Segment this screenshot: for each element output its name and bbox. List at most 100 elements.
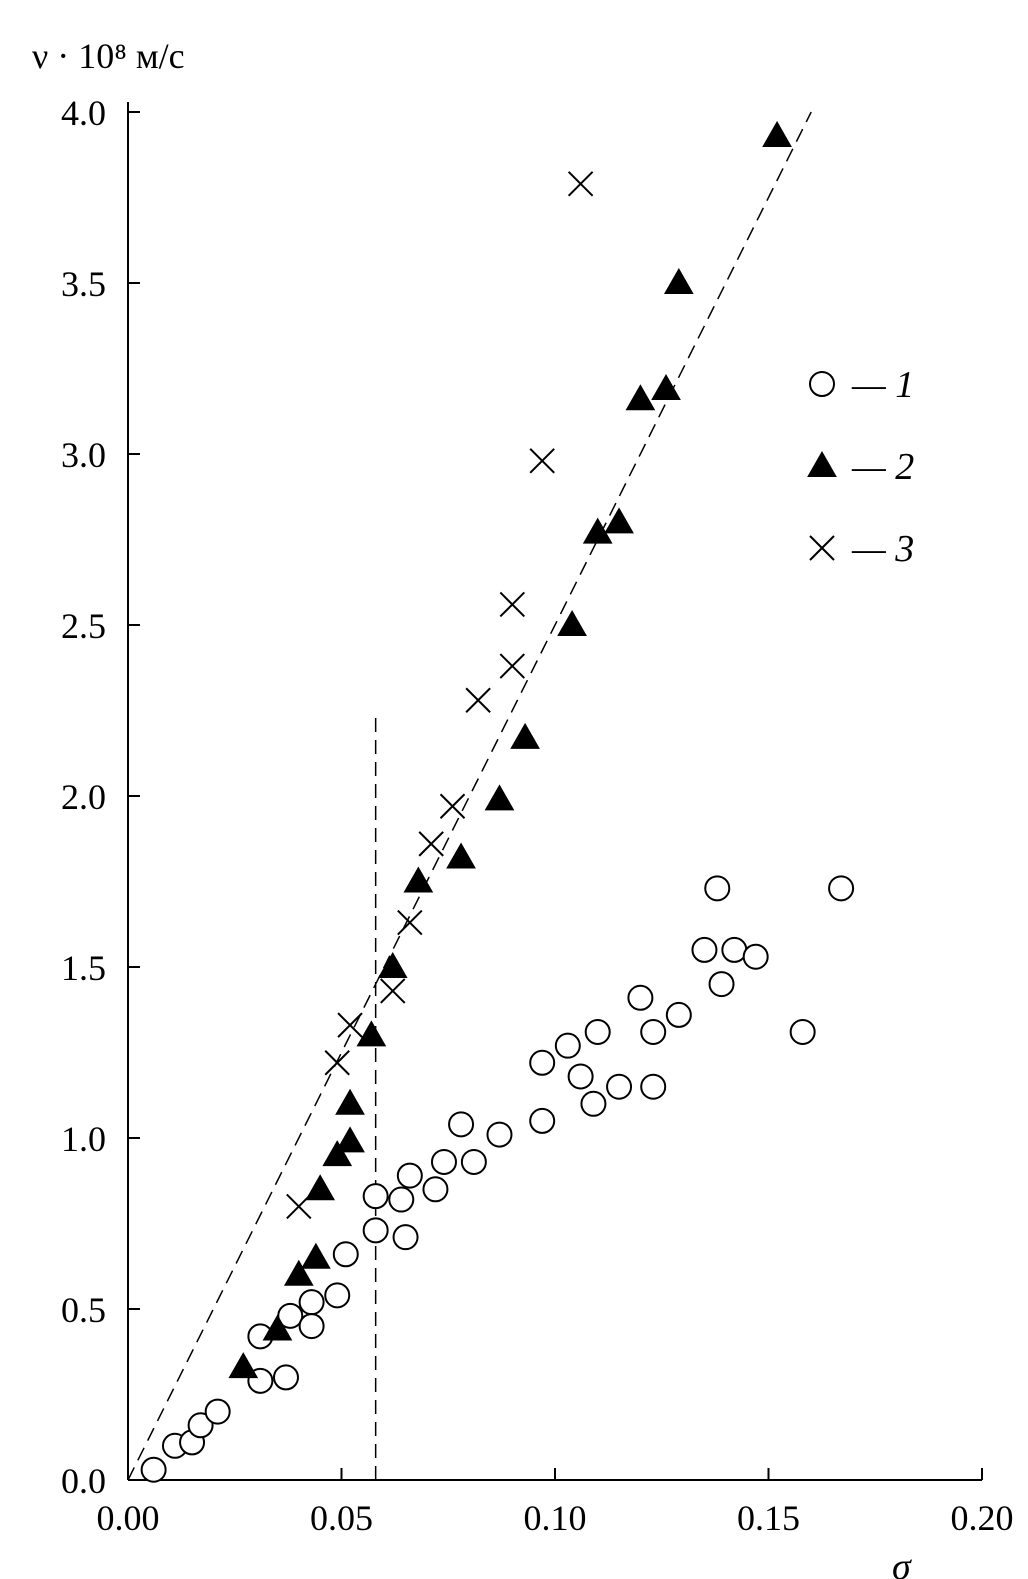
data-point-series-3 [324,1050,350,1076]
data-point-series-1 [789,1018,816,1045]
x-axis-label: σ [892,1546,912,1579]
y-tick-label: 1.0 [61,1119,106,1159]
legend-item-1: — 1 [809,364,914,406]
data-point-series-2 [762,120,792,147]
x-tick-label: 0.15 [737,1498,800,1538]
data-point-series-1 [665,1001,692,1028]
data-point-series-1 [277,1302,304,1329]
legend-label-3: — 3 [851,528,914,570]
data-point-series-1 [580,1090,607,1117]
data-point-series-2 [305,1174,336,1201]
y-tick-label: 3.0 [61,435,106,475]
data-point-series-3 [397,909,423,936]
data-point-series-1 [430,1148,457,1175]
cross-stroke [529,448,555,474]
data-point-series-2 [604,507,634,534]
data-point-series-1 [460,1148,487,1175]
reference-lines [127,111,812,1481]
data-point-series-2 [377,951,408,978]
data-point-series-3 [380,978,406,1004]
data-point-series-1 [486,1121,513,1148]
data-point-series-2 [510,722,540,749]
x-tick-label: 0.20 [951,1498,1014,1538]
data-point-series-3 [439,793,466,819]
data-point-series-1 [640,1018,667,1045]
data-point-series-1 [324,1282,351,1309]
cross-stroke [380,978,406,1004]
cross-stroke [286,1193,312,1220]
data-point-series-2 [582,517,613,544]
data-point-series-1 [362,1183,389,1210]
data-point-series-2 [651,374,681,401]
y-tick-label: 1.5 [61,948,106,988]
data-point-series-1 [392,1224,419,1251]
axes: 0.0 0.5 1.0 1.5 2.0 2.5 3.0 3.5 4.0 0.00 0.05 0.10 0… [61,93,1014,1538]
data-point-series-1 [828,875,855,902]
data-point-series-1 [742,943,769,970]
data-point-series-2 [335,1126,365,1153]
cross-stroke [465,687,491,713]
legend-marker-3 [809,535,835,561]
data-point-series-2 [322,1140,353,1167]
y-tick-label: 2.5 [61,606,106,646]
data-point-series-2 [403,866,434,893]
data-point-series-2 [301,1242,331,1269]
data-point-series-2 [228,1352,259,1379]
data-point-series-2 [335,1088,365,1115]
data-point-series-1 [388,1186,415,1213]
data-point-series-1 [529,1049,556,1076]
data-point-series-3 [286,1193,312,1220]
data-point-series-1 [272,1364,299,1391]
y-tick-label: 4.0 [61,93,106,133]
series-1 [140,875,855,1483]
legend: — 1 — 2 — 3 [807,364,914,570]
cross-stroke [439,793,466,819]
data-point-series-2 [557,609,587,636]
data-point-series-3 [529,448,555,474]
data-point-series-1 [448,1111,475,1138]
data-point-series-1 [606,1073,633,1100]
data-point-series-2 [283,1259,314,1286]
data-point-series-1 [640,1073,667,1100]
data-point-series-1 [708,971,735,998]
y-tick-label: 0.0 [61,1461,106,1501]
data-points [140,120,855,1483]
data-point-series-2 [356,1020,387,1047]
y-axis-label: ν · 10⁸ м/с [32,36,185,76]
data-point-series-3 [499,591,526,618]
trend-line [127,111,812,1481]
cross-stroke [499,653,526,679]
data-point-series-1 [140,1456,167,1483]
data-point-series-1 [554,1032,581,1059]
legend-item-2: — 2 [807,446,914,488]
x-tick-label: 0.05 [310,1498,373,1538]
y-tick-label: 3.5 [61,264,106,304]
cross-stroke [397,909,423,936]
data-point-series-3 [337,1012,363,1038]
data-point-series-2 [663,267,694,294]
data-point-series-2 [484,784,515,811]
series-3 [286,171,594,1220]
cross-stroke [324,1050,350,1076]
series-2 [228,120,792,1379]
cross-stroke [567,171,594,197]
data-point-series-1 [396,1162,423,1189]
data-point-series-2 [625,384,656,411]
cross-stroke [499,591,526,618]
legend-marker-1 [809,371,835,397]
legend-label-1: — 1 [851,364,914,406]
data-point-series-1 [187,1412,214,1439]
legend-item-3: — 3 [809,528,914,570]
data-point-series-3 [418,831,444,857]
data-point-series-1 [584,1018,611,1045]
x-tick-label: 0.00 [97,1498,160,1538]
data-point-series-1 [691,936,718,963]
data-point-series-1 [298,1289,325,1316]
data-point-series-1 [627,984,654,1011]
data-point-series-3 [567,171,594,197]
x-tick-label: 0.10 [524,1498,587,1538]
cross-stroke [337,1012,363,1038]
data-point-series-3 [499,653,526,679]
data-point-series-1 [362,1217,389,1244]
